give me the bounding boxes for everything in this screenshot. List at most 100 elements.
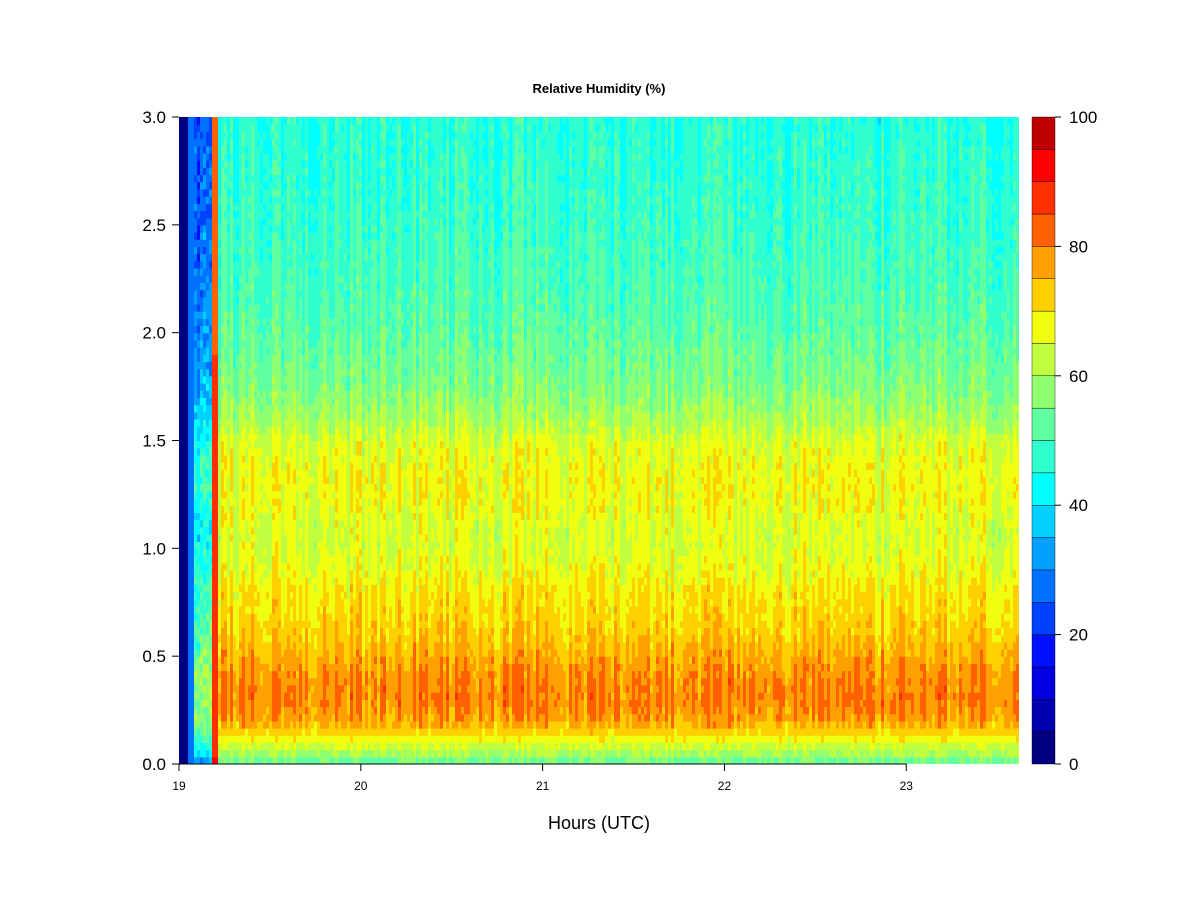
heatmap-cell xyxy=(230,462,234,470)
heatmap-cell xyxy=(182,418,186,427)
heatmap-cell xyxy=(191,670,195,679)
heatmap-cell xyxy=(209,462,213,470)
heatmap-cell xyxy=(179,742,183,751)
heatmap-cell xyxy=(230,325,234,334)
heatmap-cell xyxy=(215,454,219,463)
heatmap-cell xyxy=(200,303,204,312)
heatmap-cell xyxy=(215,145,219,154)
heatmap-cell xyxy=(221,289,225,298)
heatmap-cell xyxy=(182,181,186,190)
heatmap-cell xyxy=(209,217,213,226)
heatmap-cell xyxy=(206,124,210,132)
heatmap-cell xyxy=(206,404,210,413)
heatmap-cell xyxy=(182,174,186,183)
heatmap-cell xyxy=(209,181,213,190)
heatmap-cell xyxy=(197,512,201,521)
heatmap-cell xyxy=(230,605,234,614)
heatmap-cell xyxy=(215,361,219,370)
heatmap-cell xyxy=(203,476,207,485)
heatmap-cell xyxy=(182,224,186,233)
heatmap-cell xyxy=(224,656,228,664)
heatmap-cell xyxy=(224,117,228,125)
heatmap-cell xyxy=(188,728,192,736)
heatmap-cell xyxy=(218,224,222,233)
heatmap-cell xyxy=(203,325,207,334)
heatmap-cell xyxy=(182,253,186,262)
heatmap-cell xyxy=(194,548,198,557)
heatmap-cell xyxy=(221,375,225,384)
heatmap-cell xyxy=(179,188,183,197)
heatmap-cell xyxy=(215,483,219,492)
heatmap-cell xyxy=(227,354,231,363)
heatmap-cell xyxy=(197,332,201,341)
heatmap-cell xyxy=(188,303,192,312)
heatmap-cell xyxy=(203,512,207,521)
heatmap-cell xyxy=(197,117,201,125)
heatmap-cell xyxy=(182,569,186,578)
heatmap-cell xyxy=(215,562,219,571)
heatmap-cell xyxy=(224,174,228,183)
heatmap-cell xyxy=(215,526,219,535)
heatmap-cell xyxy=(197,275,201,283)
heatmap-cell xyxy=(182,339,186,348)
heatmap-cell xyxy=(185,354,189,363)
heatmap-cell xyxy=(224,591,228,600)
heatmap-cell xyxy=(221,160,225,168)
heatmap-cell xyxy=(182,160,186,168)
heatmap-cell xyxy=(224,160,228,168)
heatmap-cell xyxy=(209,505,213,513)
heatmap-cell xyxy=(206,454,210,463)
heatmap-cell xyxy=(230,354,234,363)
heatmap-cell xyxy=(209,167,213,176)
heatmap-cell xyxy=(182,188,186,197)
heatmap-cell xyxy=(197,498,201,506)
heatmap-cell xyxy=(188,160,192,168)
heatmap-cell xyxy=(191,124,195,132)
heatmap-cell xyxy=(230,375,234,384)
heatmap-cell xyxy=(188,196,192,204)
heatmap-cell xyxy=(191,267,195,276)
heatmap-cell xyxy=(194,648,198,657)
heatmap-cell xyxy=(230,490,234,499)
heatmap-cell xyxy=(182,217,186,226)
heatmap-cell xyxy=(194,447,198,456)
heatmap-cell xyxy=(221,253,225,262)
heatmap-cell xyxy=(191,469,195,478)
heatmap-cell xyxy=(182,505,186,513)
heatmap-cell xyxy=(224,361,228,370)
heatmap-cell xyxy=(206,311,210,319)
heatmap-cell xyxy=(218,605,222,614)
heatmap-cell xyxy=(191,498,195,506)
heatmap-cell xyxy=(212,289,216,298)
heatmap-cell xyxy=(188,469,192,478)
heatmap-cell xyxy=(185,634,189,643)
heatmap-cell xyxy=(215,303,219,312)
heatmap-cell xyxy=(212,332,216,341)
heatmap-cell xyxy=(206,210,210,219)
heatmap-cell xyxy=(197,260,201,269)
heatmap-cell xyxy=(221,505,225,513)
heatmap-cell xyxy=(218,275,222,283)
heatmap-cell xyxy=(200,145,204,154)
heatmap-cell xyxy=(209,454,213,463)
heatmap-cell xyxy=(185,749,189,758)
heatmap-cell xyxy=(200,332,204,341)
heatmap-cell xyxy=(230,332,234,341)
heatmap-cell xyxy=(212,519,216,528)
heatmap-cell xyxy=(230,447,234,456)
heatmap-cell xyxy=(215,555,219,564)
heatmap-cell xyxy=(203,296,207,305)
heatmap-cell xyxy=(182,641,186,650)
heatmap-cell xyxy=(206,145,210,154)
heatmap-cell xyxy=(197,267,201,276)
heatmap-cell xyxy=(221,627,225,636)
heatmap-cell xyxy=(191,742,195,751)
heatmap-cell xyxy=(188,756,192,764)
heatmap-cell xyxy=(221,462,225,470)
heatmap-cell xyxy=(179,418,183,427)
heatmap-cell xyxy=(191,224,195,233)
heatmap-cell xyxy=(200,454,204,463)
heatmap-cell xyxy=(203,505,207,513)
heatmap-cell xyxy=(212,418,216,427)
heatmap-cell xyxy=(200,742,204,751)
